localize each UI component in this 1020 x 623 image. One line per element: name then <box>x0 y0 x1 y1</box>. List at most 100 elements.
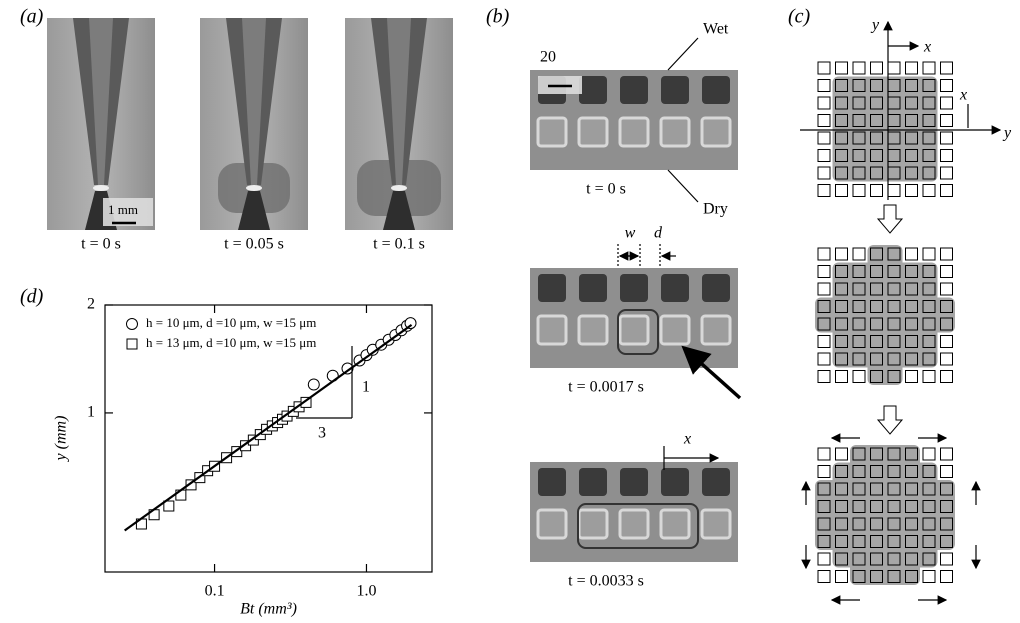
pillar <box>853 185 865 197</box>
pillar-dark <box>702 274 730 302</box>
pillar <box>818 248 830 260</box>
x-tick-label: 0.1 <box>205 583 225 600</box>
pillar <box>818 353 830 365</box>
pillar <box>923 448 935 460</box>
meniscus <box>391 185 407 191</box>
slope-label: 1 <box>362 379 370 396</box>
pillar <box>941 80 953 92</box>
point <box>127 339 137 349</box>
wet-region <box>833 77 938 182</box>
pillar <box>871 62 883 74</box>
pillar-light <box>661 510 689 538</box>
pillar <box>818 132 830 144</box>
leader <box>668 38 698 70</box>
pillar <box>836 571 848 583</box>
panel-label: (b) <box>486 6 510 28</box>
pillar-dark <box>538 274 566 302</box>
panel-label: (d) <box>20 286 44 308</box>
pillar <box>853 371 865 383</box>
pillar <box>941 132 953 144</box>
caption: t = 0.0033 s <box>568 573 644 590</box>
pillar <box>941 167 953 179</box>
pillar <box>923 571 935 583</box>
pillar-dark <box>661 76 689 104</box>
meniscus <box>93 185 109 191</box>
pillar-dark <box>620 76 648 104</box>
pillar <box>906 371 918 383</box>
pillar <box>888 185 900 197</box>
pillar <box>818 371 830 383</box>
dry-label: Dry <box>703 201 728 218</box>
pillar <box>941 448 953 460</box>
pillar <box>906 62 918 74</box>
pillar <box>818 62 830 74</box>
d-label: d <box>654 225 663 242</box>
scale-label: 1 mm <box>108 202 138 217</box>
caption: t = 0.0017 s <box>568 379 644 396</box>
pillar-dark <box>620 468 648 496</box>
pillar <box>818 448 830 460</box>
page: Figure {"panel_a": {"label": "(a)", "sca… <box>0 0 1020 623</box>
legend-label: h = 10 μm, d =10 μm, w =15 μm <box>146 315 316 330</box>
pillar <box>941 248 953 260</box>
pillar <box>941 97 953 109</box>
pillar <box>923 185 935 197</box>
pillar <box>818 336 830 348</box>
axis-label: y <box>1002 125 1012 142</box>
pillar-dark <box>579 468 607 496</box>
pillar <box>853 248 865 260</box>
pillar <box>836 248 848 260</box>
pillar <box>836 448 848 460</box>
caption: t = 0.1 s <box>373 236 425 253</box>
pillar-light <box>661 118 689 146</box>
pillar <box>818 185 830 197</box>
pillar <box>818 571 830 583</box>
body: (a) (b) (c) (d) t = 0 s t = 0.05 s t = 0.1… <box>0 0 1020 623</box>
panel-label: (a) <box>20 6 44 28</box>
pillar-dark <box>702 76 730 104</box>
y-tick-label: 2 <box>87 296 95 313</box>
pillar <box>818 97 830 109</box>
pillar-light <box>579 510 607 538</box>
pillar <box>818 283 830 295</box>
pillar <box>836 371 848 383</box>
wet-label: Wet <box>703 21 729 38</box>
pillar-dark <box>538 468 566 496</box>
pillar-light <box>538 118 566 146</box>
pillar-dark <box>620 274 648 302</box>
pillar <box>906 248 918 260</box>
pillar <box>941 353 953 365</box>
pillar-light <box>579 316 607 344</box>
pillar <box>941 115 953 127</box>
pillar-light <box>538 510 566 538</box>
x-axis-label: Bt (mm³) <box>240 601 297 618</box>
pillar <box>836 62 848 74</box>
pillar-light <box>702 316 730 344</box>
pillar <box>941 371 953 383</box>
figure: (a) (b) (c) (d) t = 0 s t = 0.05 s t = 0.1… <box>0 0 1020 623</box>
axis-label: x <box>923 39 931 56</box>
pillar-dark <box>579 274 607 302</box>
panel-label: (c) <box>788 6 811 28</box>
legend-label: h = 13 μm, d =10 μm, w =15 μm <box>146 335 316 350</box>
pillar-dark <box>702 468 730 496</box>
pillar <box>941 266 953 278</box>
point <box>308 379 319 390</box>
meniscus <box>246 185 262 191</box>
pillar <box>906 185 918 197</box>
pillar <box>836 185 848 197</box>
pillar-light <box>661 316 689 344</box>
y-axis-label: y (mm) <box>53 416 70 463</box>
pillar-light <box>579 118 607 146</box>
pillar <box>888 62 900 74</box>
step-arrow <box>878 406 902 434</box>
axis-label: y <box>870 17 880 34</box>
pillar <box>923 62 935 74</box>
w-label: w <box>625 225 636 242</box>
pillar <box>923 248 935 260</box>
caption: t = 0.05 s <box>224 236 284 253</box>
pillar-light <box>620 510 648 538</box>
pillar <box>853 62 865 74</box>
caption: t = 0 s <box>81 236 121 253</box>
scale-label: 20 <box>540 49 556 66</box>
